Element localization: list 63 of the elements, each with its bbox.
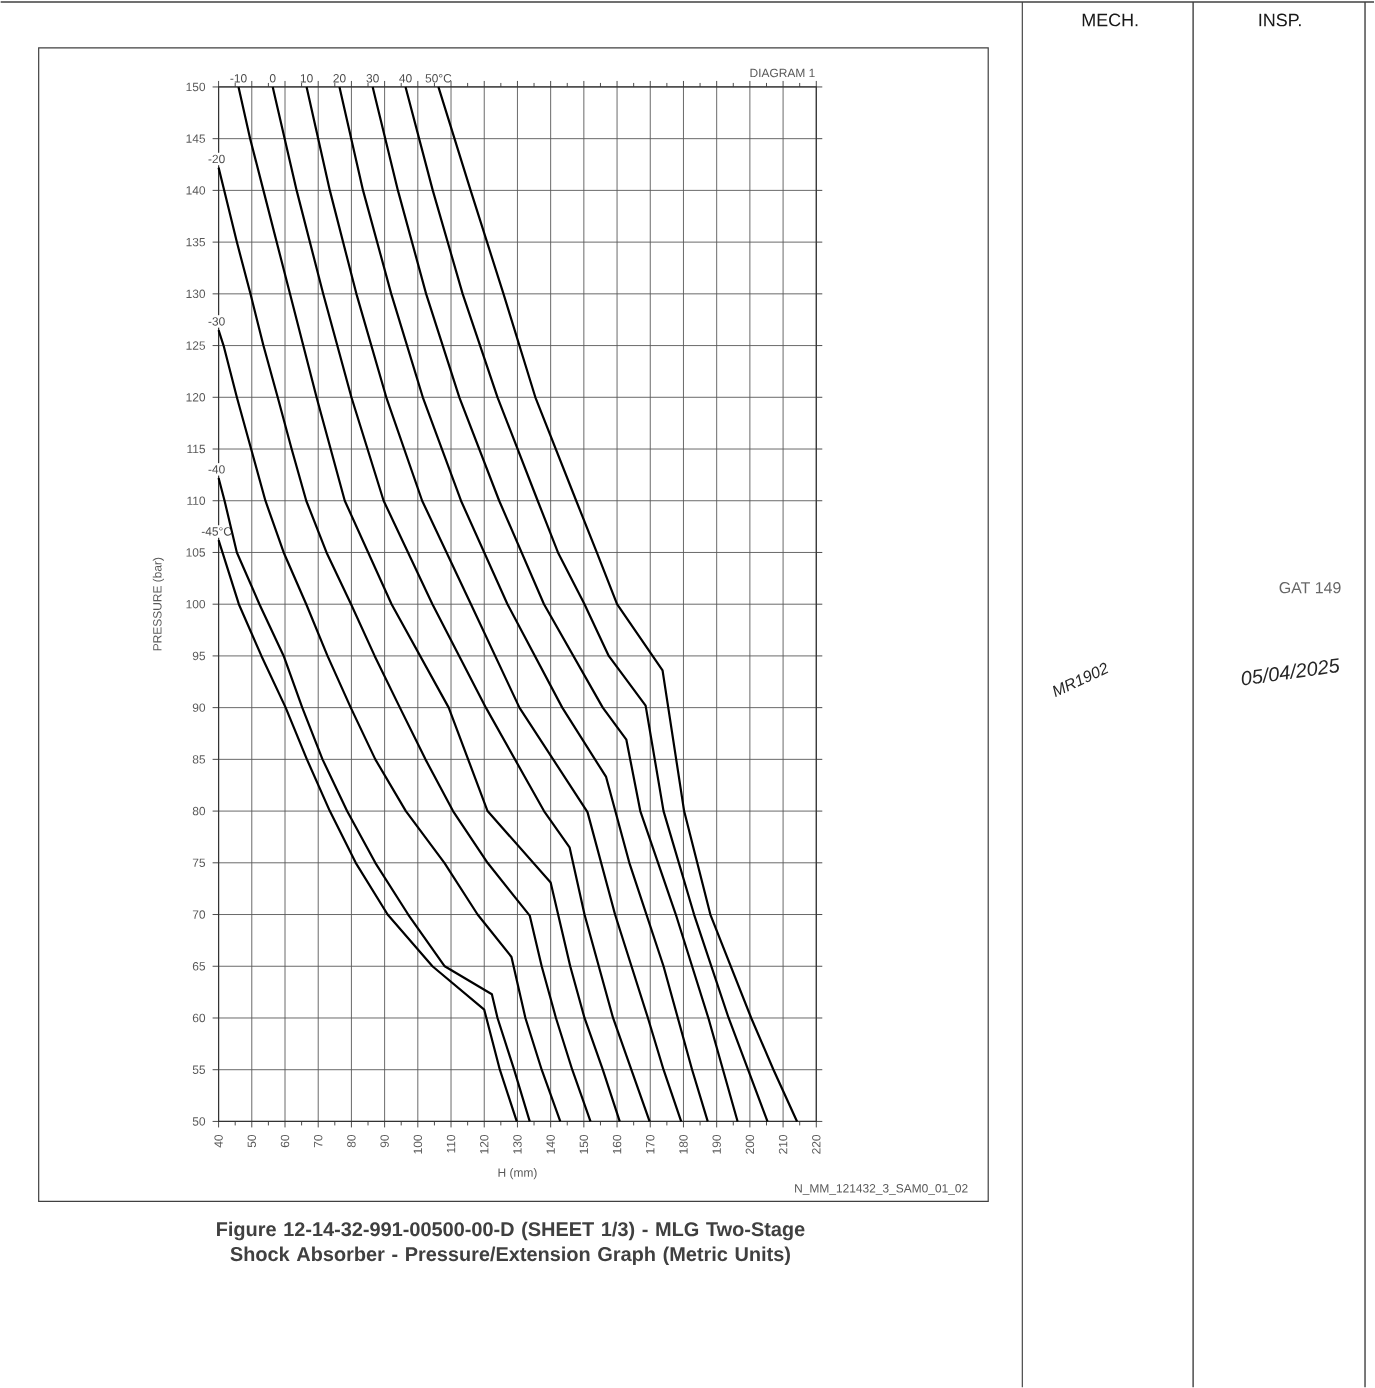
- y-tick-label: 135: [186, 237, 206, 247]
- text: 05/04/2025: [1241, 658, 1340, 686]
- x-tick-label: 170: [646, 1134, 655, 1154]
- y-tick-label: 115: [187, 444, 206, 454]
- y-tick-label: 130: [186, 289, 206, 299]
- y-tick-label: 90: [192, 703, 206, 712]
- x-tick-label: 200: [745, 1134, 755, 1154]
- y-tick-label: 125: [186, 341, 206, 350]
- series-label: -20: [208, 154, 225, 164]
- x-axis-title: H (mm): [498, 1168, 537, 1180]
- y-tick-label: 105: [186, 548, 206, 557]
- x-tick-label: 150: [579, 1134, 589, 1154]
- y-tick-label: 120: [186, 393, 206, 402]
- x-tick-label: 100: [413, 1134, 423, 1154]
- series-label: -40: [208, 465, 225, 474]
- line-series: [371, 85, 739, 1123]
- x-tick-label: 70: [314, 1134, 323, 1148]
- series-label: 40: [399, 74, 412, 83]
- series-label: 20: [333, 74, 346, 83]
- x-tick-label: 160: [612, 1134, 622, 1154]
- series-label: -30: [208, 317, 225, 326]
- series-label: 10: [300, 74, 313, 83]
- y-tick-label: 95: [192, 651, 206, 661]
- x-tick-label: 90: [380, 1134, 389, 1148]
- text: GAT 149: [1279, 582, 1341, 594]
- text: N_MM_121432_3_SAM0_01_02: [795, 1184, 968, 1195]
- series-label: 50°C: [425, 74, 452, 83]
- y-tick-label: 80: [192, 806, 206, 816]
- line-series: [237, 85, 621, 1123]
- y-tick-label: 55: [192, 1065, 206, 1074]
- x-tick-label: 110: [446, 1134, 456, 1153]
- y-tick-label: 85: [192, 755, 206, 764]
- y-tick-label: 50: [192, 1117, 206, 1126]
- series-label: 0: [270, 74, 276, 83]
- line-series: [404, 85, 769, 1123]
- line-series: [437, 85, 799, 1123]
- x-tick-label: 180: [679, 1134, 688, 1154]
- x-tick-label: 80: [347, 1134, 356, 1148]
- text: MECH.: [1082, 13, 1138, 27]
- x-tick-label: 40: [214, 1134, 223, 1148]
- y-tick-label: 75: [193, 858, 206, 867]
- x-tick-label: 140: [546, 1134, 556, 1154]
- series-label: -10: [230, 74, 247, 83]
- x-tick-label: 190: [712, 1134, 722, 1154]
- x-tick-label: 60: [280, 1134, 290, 1148]
- y-tick-label: 110: [187, 496, 206, 505]
- y-tick-label: 70: [193, 910, 206, 919]
- y-tick-label: 60: [193, 1013, 206, 1023]
- text: Figure 12-14-32-991-00500-00-D (SHEET 1/3) - MLG Two-Stage Shock Absorber - Pressure/Extension Graph (Metric Units): [217, 1221, 805, 1266]
- y-tick-label: 140: [186, 186, 206, 195]
- text: DIAGRAM 1: [750, 68, 815, 78]
- y-tick-label: 65: [193, 962, 206, 971]
- x-tick-label: 210: [779, 1134, 788, 1154]
- y-tick-label: 150: [186, 82, 206, 92]
- text: INSP.: [1259, 13, 1301, 27]
- y-axis-title: PRESSURE (bar): [152, 557, 165, 651]
- x-tick-label: 220: [812, 1134, 821, 1154]
- x-tick-label: 50: [247, 1134, 257, 1148]
- y-tick-label: 145: [186, 134, 206, 143]
- x-tick-label: 120: [480, 1134, 489, 1154]
- x-tick-label: 130: [513, 1134, 522, 1154]
- y-tick-label: 100: [186, 599, 206, 609]
- series-label: 30: [366, 74, 379, 83]
